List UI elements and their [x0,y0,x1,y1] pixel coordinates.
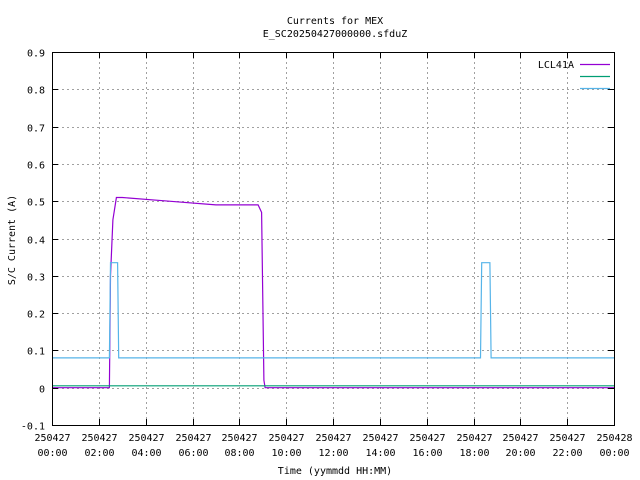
x-axis: 250427 00:00 250427 02:00 250427 04:00 250427 0… [34,52,633,459]
x-tick-label-time: 14:00 [365,448,395,459]
chart-subtitle: E_SC20250427000000.sfduZ [263,29,408,40]
x-tick-label-time: 10:00 [271,448,301,459]
x-tick-label-time: 18:00 [459,448,489,459]
x-tick-label-time: 12:00 [318,448,348,459]
x-tick-label-date: 250428 [596,433,632,444]
x-tick-label-time: 00:00 [37,448,67,459]
y-tick-label: 0.2 [27,310,45,321]
x-tick-label-time: 22:00 [552,448,582,459]
legend-label: LCL41A [538,60,574,71]
y-tick-label: 0.6 [27,161,45,172]
x-tick-label-date: 250427 [362,433,398,444]
x-tick-label-date: 250427 [502,433,538,444]
x-tick-label-date: 250427 [456,433,492,444]
y-tick-label: 0.1 [27,347,45,358]
y-tick-label: 0.7 [27,124,45,135]
y-tick-label: 0 [39,385,45,396]
y-tick-label: 0.9 [27,49,45,60]
x-tick-label-date: 250427 [315,433,351,444]
y-tick-label: 0.3 [27,273,45,284]
y-tick-label: 0.4 [27,236,45,247]
x-tick-label-date: 250427 [81,433,117,444]
x-tick-label-time: 20:00 [505,448,535,459]
grid-lines [52,52,614,425]
x-tick-label-time: 16:00 [412,448,442,459]
series-layer [52,196,614,389]
x-tick-label-time: 06:00 [178,448,208,459]
x-tick-label-date: 250427 [175,433,211,444]
legend: LCL41A [538,60,610,90]
x-tick-label-date: 250427 [268,433,304,444]
x-tick-label-date: 250427 [128,433,164,444]
x-tick-label-date: 250427 [221,433,257,444]
y-tick-label: 0.8 [27,86,45,97]
x-tick-label-time: 04:00 [131,448,161,459]
x-tick-label-date: 250427 [34,433,70,444]
y-tick-label: -0.1 [21,422,45,433]
y-tick-label: 0.5 [27,198,45,209]
chart-title: Currents for MEX [287,16,383,27]
y-axis: -0.1 0 0.1 0.2 0.3 0.4 0.5 0.6 0.7 0.8 0.9 [21,49,614,433]
x-tick-label-time: 02:00 [84,448,114,459]
y-axis-label: S/C Current (A) [7,195,18,285]
x-tick-label-date: 250427 [409,433,445,444]
x-tick-label-time: 00:00 [599,448,629,459]
x-tick-label-time: 08:00 [224,448,254,459]
x-tick-label-date: 250427 [549,433,585,444]
x-axis-label: Time (yymmdd HH:MM) [278,466,392,477]
series-line-3 [52,262,614,359]
